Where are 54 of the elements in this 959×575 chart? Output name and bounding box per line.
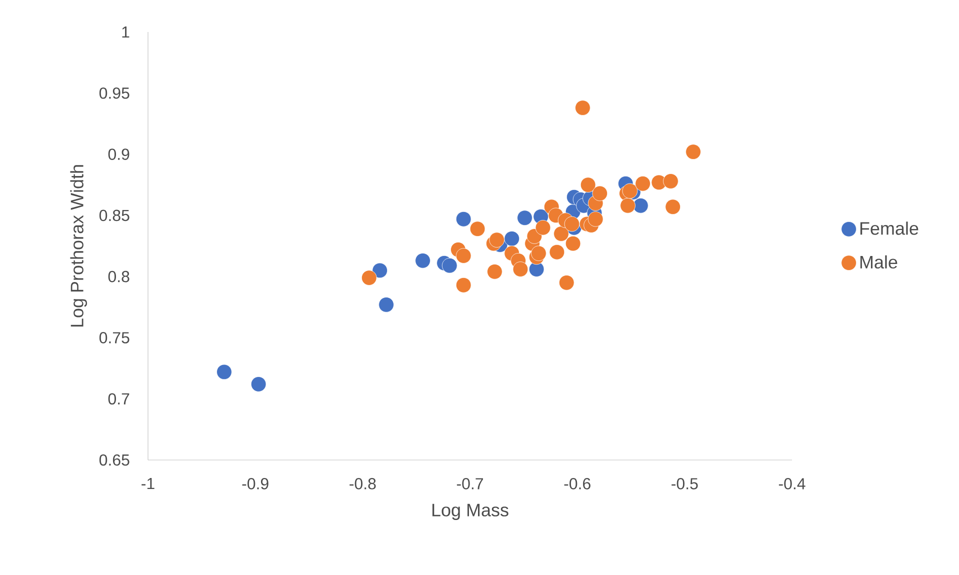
point: [531, 246, 546, 262]
point: [592, 186, 608, 202]
point: [535, 220, 551, 236]
point: [549, 244, 565, 260]
y-tick-label: 0.8: [108, 270, 130, 282]
legend-label: Female: [860, 222, 918, 235]
point: [512, 262, 528, 277]
point: [415, 253, 430, 268]
point: [564, 216, 580, 232]
x-axis-title: Log Mass: [432, 504, 508, 520]
y-tick-label: 1: [122, 26, 130, 38]
point: [580, 177, 596, 193]
point: [686, 144, 701, 160]
point: [372, 262, 388, 278]
point: [632, 198, 648, 214]
y-tick-label: 0.9: [108, 148, 130, 160]
legend-label: Male: [860, 255, 898, 269]
point: [456, 277, 472, 293]
point: [620, 198, 636, 214]
y-tick-label: 0.75: [99, 332, 130, 344]
point: [442, 258, 458, 274]
point: [489, 232, 505, 248]
point: [528, 262, 544, 277]
point: [565, 236, 581, 252]
point: [378, 297, 394, 312]
point: [554, 226, 569, 242]
y-tick-label: 0.85: [99, 210, 130, 222]
point: [361, 270, 377, 286]
point: [588, 211, 604, 227]
point: [635, 176, 650, 192]
point: [517, 210, 532, 226]
point: [622, 183, 638, 199]
x-tick-label: -0.6: [564, 478, 590, 490]
y-tick-label: 0.65: [99, 454, 130, 466]
point: [487, 264, 502, 280]
x-tick-label: -0.7: [456, 478, 483, 490]
point: [250, 376, 266, 392]
point: [456, 248, 472, 264]
point: [558, 275, 574, 290]
x-tick-label: -0.8: [350, 478, 376, 490]
x-tick-label: -0.9: [242, 478, 268, 490]
point: [216, 364, 232, 380]
point: [456, 211, 472, 227]
x-tick-label: -1: [142, 478, 154, 490]
point: [504, 230, 520, 246]
point: [663, 174, 678, 189]
x-tick-label: -0.5: [672, 478, 698, 490]
x-tick-label: -0.4: [778, 478, 806, 490]
point: [575, 100, 590, 116]
point: [470, 221, 486, 237]
y-axis-title: Log Prothorax Width: [70, 165, 88, 327]
y-tick-label: 0.95: [99, 87, 130, 99]
point: [665, 199, 681, 215]
y-tick-label: 0.7: [108, 393, 130, 405]
